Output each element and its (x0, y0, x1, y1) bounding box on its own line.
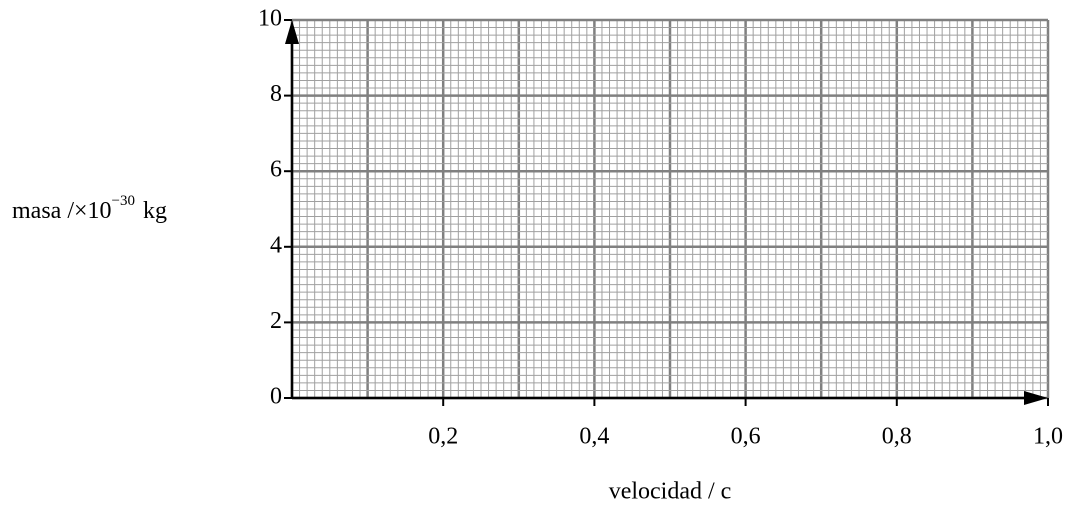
y-tick-label: 8 (270, 81, 282, 107)
y-axis-arrow (285, 20, 299, 44)
y-label-exponent: −30 (112, 193, 135, 209)
x-tick-label: 0,4 (579, 424, 609, 450)
y-tick-label: 10 (258, 6, 282, 32)
y-tick-label: 4 (270, 232, 282, 258)
y-tick-label: 0 (270, 384, 282, 410)
y-tick-label: 2 (270, 308, 282, 334)
y-label-unit: kg (143, 198, 167, 224)
y-tick-label: 6 (270, 157, 282, 183)
y-axis-label: masa /×10−30 kg (12, 193, 167, 223)
x-tick-label: 1,0 (1033, 424, 1063, 450)
x-tick-label: 0,8 (882, 424, 912, 450)
y-label-text: masa /×10 (12, 198, 112, 224)
x-axis-arrow (1024, 391, 1048, 405)
x-tick-label: 0,6 (731, 424, 761, 450)
x-axis-label: velocidad / c (609, 479, 732, 505)
x-tick-label: 0,2 (428, 424, 458, 450)
